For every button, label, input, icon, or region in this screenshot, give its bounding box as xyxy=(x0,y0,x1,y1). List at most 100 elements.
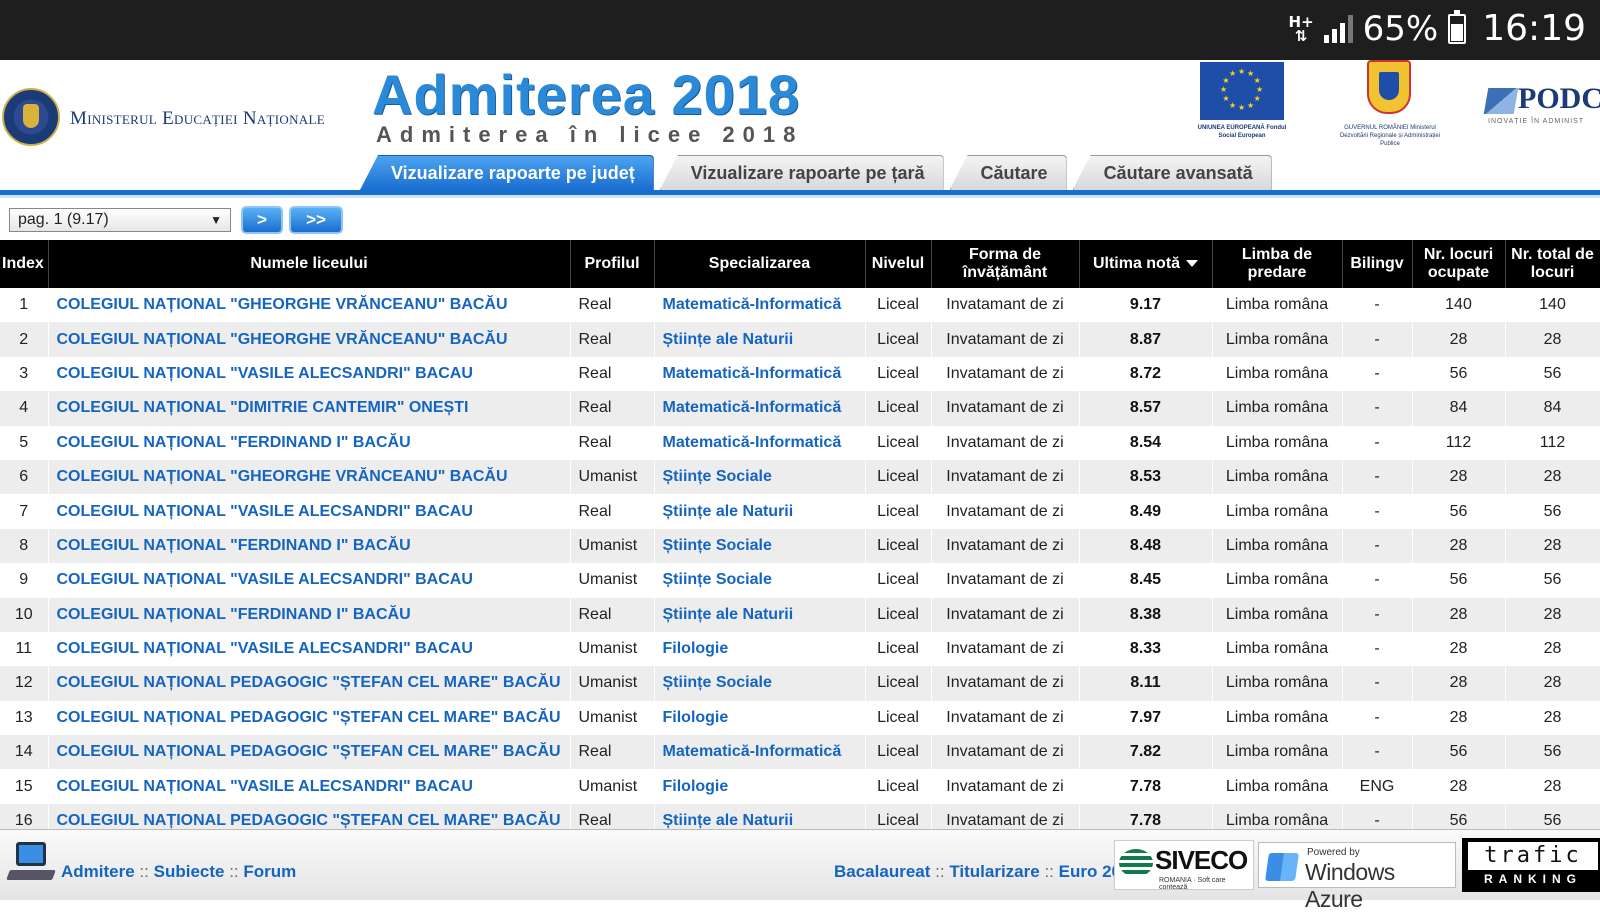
cell-school-name[interactable]: COLEGIUL NAȚIONAL PEDAGOGIC "ȘTEFAN CEL … xyxy=(48,666,571,701)
siveco-mark-icon xyxy=(1119,849,1153,877)
cell-specialization[interactable]: Matematică-Informatică xyxy=(654,391,866,426)
table-row[interactable]: 12 COLEGIUL NAȚIONAL PEDAGOGIC "ȘTEFAN CE… xyxy=(0,666,1600,701)
cell-specialization[interactable]: Științe ale Naturii xyxy=(654,597,866,632)
cell-school-name[interactable]: COLEGIUL NAȚIONAL "FERDINAND I" BACĂU xyxy=(48,425,571,460)
table-row[interactable]: 3 COLEGIUL NAȚIONAL "VASILE ALECSANDRI" B… xyxy=(0,356,1600,392)
col-header-total-seats[interactable]: Nr. total de locuri xyxy=(1505,240,1600,288)
trafic-ranking-badge[interactable]: trafic RANKING xyxy=(1462,838,1600,892)
footer-link-euro200[interactable]: Euro 200 xyxy=(1058,862,1131,881)
cell-specialization[interactable]: Filologie xyxy=(654,769,866,804)
footer-link-forum[interactable]: Forum xyxy=(243,862,297,881)
table-row[interactable]: 10 COLEGIUL NAȚIONAL "FERDINAND I" BACĂU R… xyxy=(0,597,1600,632)
table-row[interactable]: 8 COLEGIUL NAȚIONAL "FERDINAND I" BACĂU Um… xyxy=(0,528,1600,564)
table-row[interactable]: 6 COLEGIUL NAȚIONAL "GHEORGHE VRĂNCEANU" … xyxy=(0,459,1600,495)
cell-school-name[interactable]: COLEGIUL NAȚIONAL "GHEORGHE VRĂNCEANU" B… xyxy=(48,459,571,495)
cell-school-name[interactable]: COLEGIUL NAȚIONAL PEDAGOGIC "ȘTEFAN CEL … xyxy=(48,803,571,829)
cell-specialization[interactable]: Științe Sociale xyxy=(654,666,866,701)
footer-link-titularizare[interactable]: Titularizare xyxy=(949,862,1040,881)
col-header-level[interactable]: Nivelul xyxy=(865,240,932,288)
tab-search[interactable]: Căutare xyxy=(949,155,1067,190)
table-row[interactable]: 16 COLEGIUL NAȚIONAL PEDAGOGIC "ȘTEFAN CE… xyxy=(0,803,1600,829)
cell-school-name[interactable]: COLEGIUL NAȚIONAL "VASILE ALECSANDRI" BA… xyxy=(48,356,571,392)
table-row[interactable]: 15 COLEGIUL NAȚIONAL "VASILE ALECSANDRI" … xyxy=(0,769,1600,804)
table-row[interactable]: 14 COLEGIUL NAȚIONAL PEDAGOGIC "ȘTEFAN CE… xyxy=(0,735,1600,770)
table-row[interactable]: 9 COLEGIUL NAȚIONAL "VASILE ALECSANDRI" B… xyxy=(0,563,1600,598)
cell-specialization[interactable]: Matematică-Informatică xyxy=(654,356,866,392)
col-header-specialization[interactable]: Specializarea xyxy=(654,240,866,288)
table-row[interactable]: 1 COLEGIUL NAȚIONAL "GHEORGHE VRĂNCEANU" … xyxy=(0,288,1600,323)
site-title[interactable]: Admiterea 2018 xyxy=(372,63,801,126)
cell-school-name[interactable]: COLEGIUL NAȚIONAL "FERDINAND I" BACĂU xyxy=(48,597,571,632)
cell-teaching-language: Limba româna xyxy=(1212,735,1343,770)
next-page-button[interactable]: > xyxy=(241,206,283,234)
cell-education-form: Invatamant de zi xyxy=(931,769,1080,804)
col-header-school-name[interactable]: Numele liceului xyxy=(48,240,571,288)
footer-link-admitere[interactable]: Admitere xyxy=(61,862,135,881)
tab-country-reports[interactable]: Vizualizare rapoarte pe țară xyxy=(659,155,944,190)
tab-advanced-search[interactable]: Căutare avansată xyxy=(1072,155,1272,190)
cell-occupied-seats: 112 xyxy=(1412,425,1506,460)
page-select[interactable]: pag. 1 (9.17) ▼ xyxy=(9,208,231,232)
cell-school-name[interactable]: COLEGIUL NAȚIONAL PEDAGOGIC "ȘTEFAN CEL … xyxy=(48,700,571,736)
cell-last-grade: 8.57 xyxy=(1079,391,1213,426)
col-header-teaching-language[interactable]: Limba de predare xyxy=(1212,240,1343,288)
cell-school-name[interactable]: COLEGIUL NAȚIONAL "VASILE ALECSANDRI" BA… xyxy=(48,494,571,529)
siveco-slogan: ROMANIA · Soft care contează xyxy=(1159,877,1226,891)
table-row[interactable]: 2 COLEGIUL NAȚIONAL "GHEORGHE VRĂNCEANU" … xyxy=(0,322,1600,357)
cell-school-name[interactable]: COLEGIUL NAȚIONAL "DIMITRIE CANTEMIR" ON… xyxy=(48,391,571,426)
table-row[interactable]: 4 COLEGIUL NAȚIONAL "DIMITRIE CANTEMIR" O… xyxy=(0,391,1600,426)
cell-school-name[interactable]: COLEGIUL NAȚIONAL "GHEORGHE VRĂNCEANU" B… xyxy=(48,322,571,357)
cell-teaching-language: Limba româna xyxy=(1212,769,1343,804)
cell-specialization[interactable]: Matematică-Informatică xyxy=(654,735,866,770)
cell-occupied-seats: 56 xyxy=(1412,803,1506,829)
table-row[interactable]: 7 COLEGIUL NAȚIONAL "VASILE ALECSANDRI" B… xyxy=(0,494,1600,529)
cell-level: Liceal xyxy=(865,700,932,736)
cell-specialization[interactable]: Științe Sociale xyxy=(654,563,866,598)
cell-specialization[interactable]: Filologie xyxy=(654,700,866,736)
footer-link-bacalaureat[interactable]: Bacalaureat xyxy=(834,862,931,881)
col-header-occupied-seats[interactable]: Nr. locuri ocupate xyxy=(1412,240,1506,288)
results-table-container[interactable]: Index Numele liceului Profilul Specializ… xyxy=(0,240,1600,829)
cell-occupied-seats: 28 xyxy=(1412,666,1506,701)
col-header-bilingual[interactable]: Bilingv xyxy=(1342,240,1413,288)
col-header-education-form[interactable]: Forma de învățământ xyxy=(931,240,1080,288)
windows-azure-badge[interactable]: Powered by Windows Azure xyxy=(1258,842,1456,912)
ranking-text: RANKING xyxy=(1484,872,1582,886)
eu-caption: UNIUNEA EUROPEANĂ Fondul Social European xyxy=(1197,125,1287,139)
azure-name: Windows Azure xyxy=(1305,859,1395,912)
cell-school-name[interactable]: COLEGIUL NAȚIONAL "VASILE ALECSANDRI" BA… xyxy=(48,769,571,804)
table-row[interactable]: 13 COLEGIUL NAȚIONAL PEDAGOGIC "ȘTEFAN CE… xyxy=(0,700,1600,736)
cell-specialization[interactable]: Științe ale Naturii xyxy=(654,803,866,829)
table-row[interactable]: 5 COLEGIUL NAȚIONAL "FERDINAND I" BACĂU Re… xyxy=(0,425,1600,460)
link-separator: :: xyxy=(139,862,149,881)
cell-school-name[interactable]: COLEGIUL NAȚIONAL PEDAGOGIC "ȘTEFAN CEL … xyxy=(48,735,571,770)
cell-specialization[interactable]: Matematică-Informatică xyxy=(654,288,866,323)
cell-specialization[interactable]: Filologie xyxy=(654,631,866,667)
cell-total-seats: 84 xyxy=(1505,391,1600,426)
cell-school-name[interactable]: COLEGIUL NAȚIONAL "VASILE ALECSANDRI" BA… xyxy=(48,563,571,598)
last-page-button[interactable]: >> xyxy=(289,206,343,234)
cell-school-name[interactable]: COLEGIUL NAȚIONAL "GHEORGHE VRĂNCEANU" B… xyxy=(48,288,571,323)
footer-left-links: Admitere :: Subiecte :: Forum xyxy=(61,862,296,882)
cell-school-name[interactable]: COLEGIUL NAȚIONAL "FERDINAND I" BACĂU xyxy=(48,528,571,564)
cell-specialization[interactable]: Științe ale Naturii xyxy=(654,494,866,529)
col-header-last-grade[interactable]: Ultima notă xyxy=(1079,240,1213,288)
footer-link-subiecte[interactable]: Subiecte xyxy=(153,862,225,881)
siveco-logo-link[interactable]: SIVECO ROMANIA · Soft care contează xyxy=(1114,840,1254,891)
cell-bilingual: - xyxy=(1342,494,1413,529)
col-header-index[interactable]: Index xyxy=(0,240,49,288)
cell-specialization[interactable]: Matematică-Informatică xyxy=(654,425,866,460)
tab-county-reports[interactable]: Vizualizare rapoarte pe județ xyxy=(360,155,654,190)
computer-icon xyxy=(6,840,56,884)
cell-specialization[interactable]: Științe ale Naturii xyxy=(654,322,866,357)
cell-school-name[interactable]: COLEGIUL NAȚIONAL "VASILE ALECSANDRI" BA… xyxy=(48,631,571,667)
cell-index: 8 xyxy=(0,528,49,564)
eu-star-icon: ★ xyxy=(1222,94,1230,103)
cell-total-seats: 28 xyxy=(1505,528,1600,564)
table-row[interactable]: 11 COLEGIUL NAȚIONAL "VASILE ALECSANDRI" … xyxy=(0,631,1600,667)
col-header-profile[interactable]: Profilul xyxy=(570,240,655,288)
cell-specialization[interactable]: Științe Sociale xyxy=(654,528,866,564)
cell-index: 2 xyxy=(0,322,49,357)
cell-occupied-seats: 56 xyxy=(1412,494,1506,529)
cell-specialization[interactable]: Științe Sociale xyxy=(654,459,866,495)
